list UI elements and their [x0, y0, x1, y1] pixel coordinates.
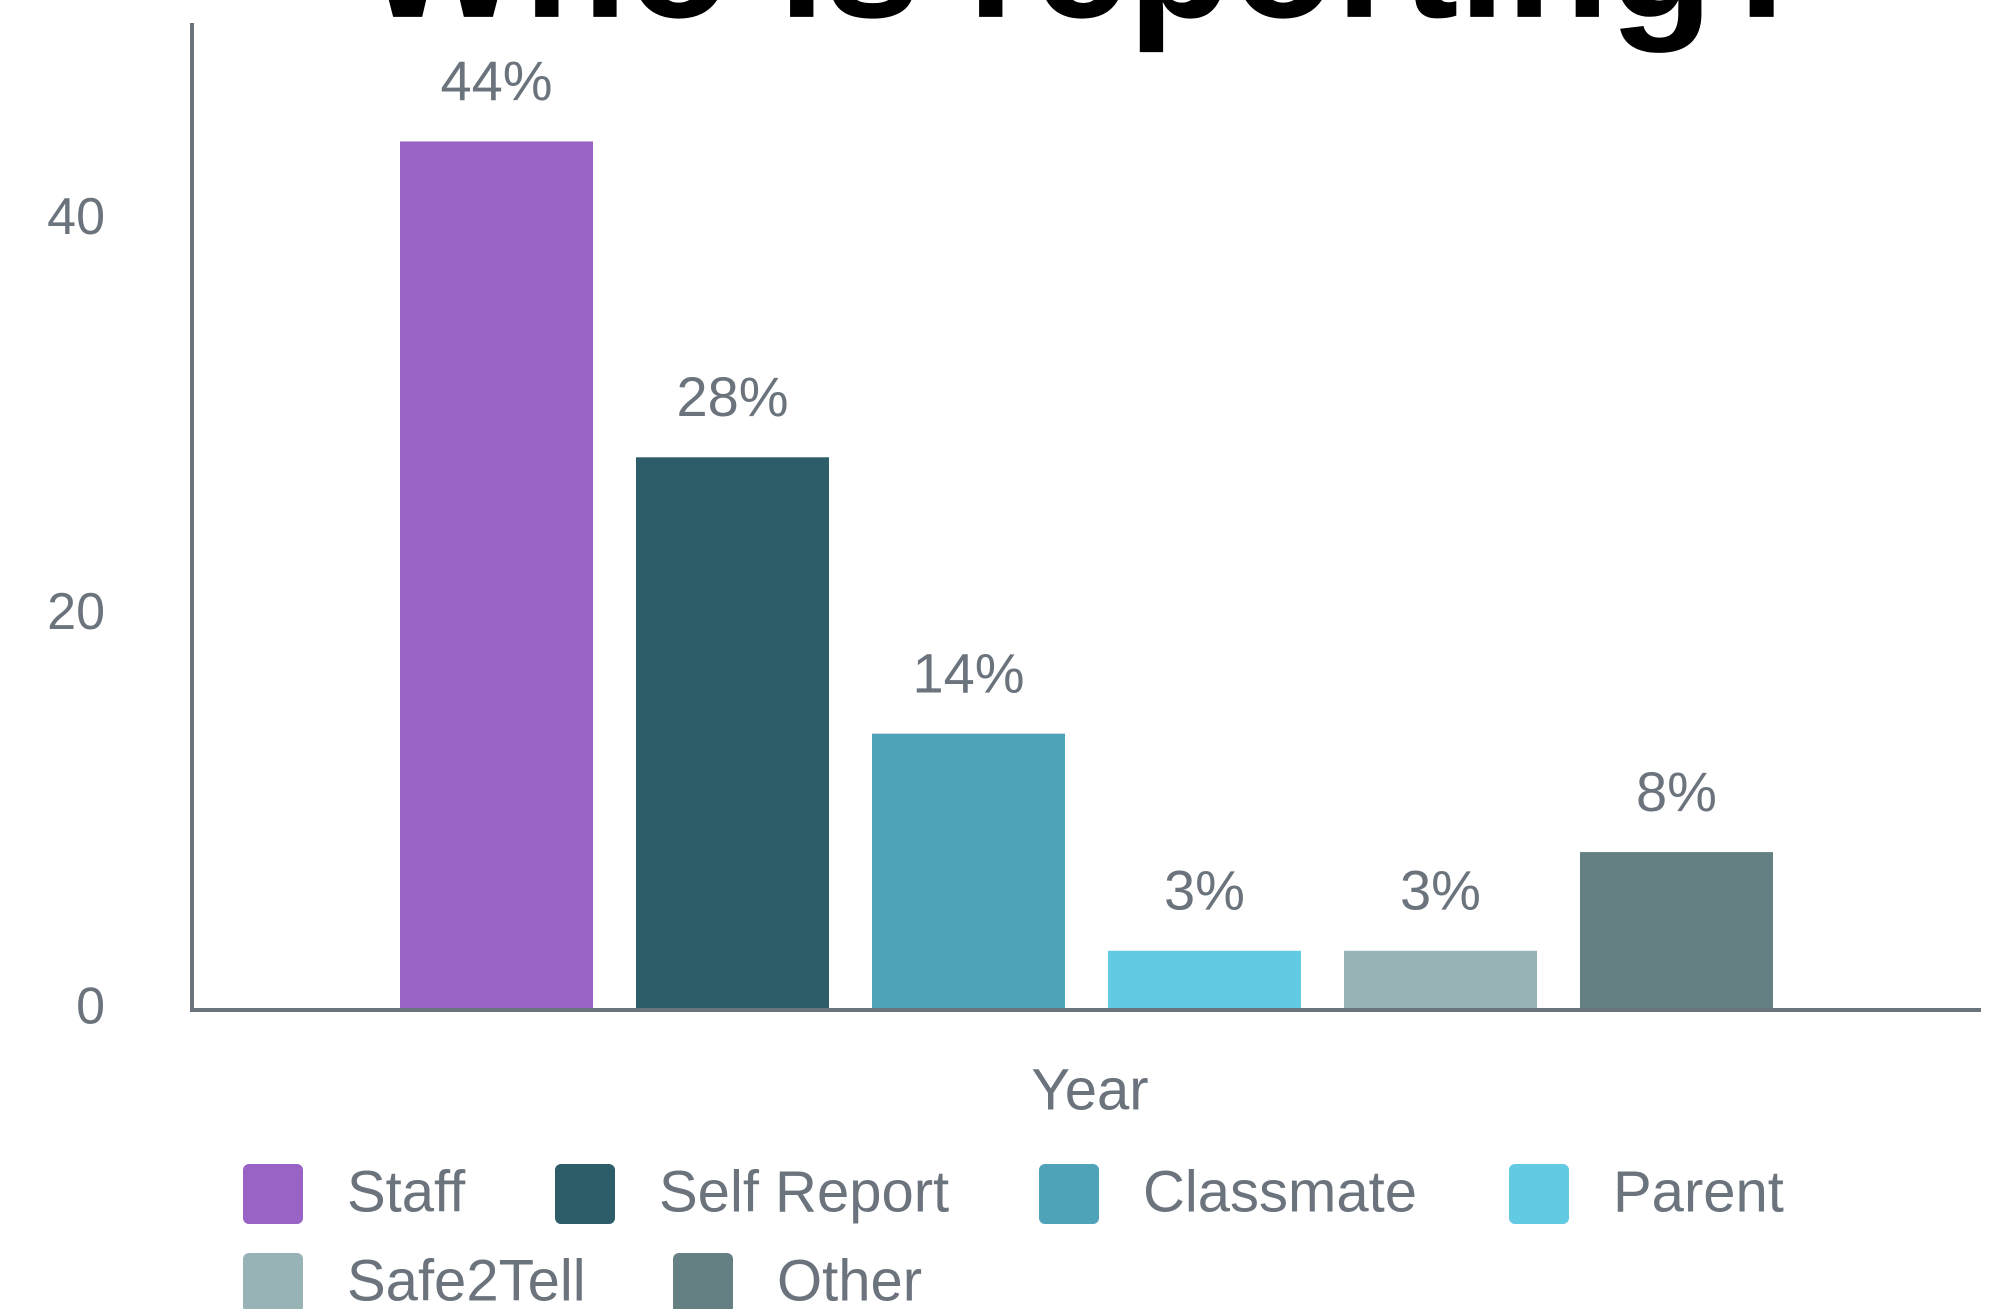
- legend-label: Self Report: [659, 1159, 949, 1224]
- y-tick-label: 0: [76, 978, 105, 1036]
- chart-title: Who is reporting?: [363, 0, 1817, 54]
- legend-swatch: [673, 1253, 733, 1309]
- bar: [1580, 852, 1773, 1010]
- legend-swatch: [555, 1164, 615, 1224]
- bar: [1344, 950, 1537, 1010]
- legend-swatch: [243, 1253, 303, 1309]
- legend-swatch: [1039, 1164, 1099, 1224]
- bar: [872, 733, 1065, 1010]
- value-label: 3%: [1400, 859, 1481, 922]
- value-label: 44%: [440, 49, 552, 112]
- bar: [1108, 950, 1301, 1010]
- legend-label: Staff: [347, 1159, 466, 1224]
- y-tick-label: 20: [47, 583, 105, 641]
- legend-swatch: [243, 1164, 303, 1224]
- value-label: 14%: [912, 641, 1024, 704]
- value-label: 28%: [676, 365, 788, 428]
- bar: [400, 141, 593, 1010]
- legend-label: Classmate: [1143, 1159, 1417, 1224]
- legend-label: Safe2Tell: [347, 1248, 586, 1309]
- legend-label: Other: [777, 1248, 922, 1309]
- value-label: 8%: [1636, 760, 1717, 823]
- value-label: 3%: [1164, 859, 1245, 922]
- x-axis-label: Year: [1031, 1057, 1148, 1122]
- legend-label: Parent: [1613, 1159, 1784, 1224]
- y-tick-label: 40: [47, 188, 105, 246]
- bar: [636, 457, 829, 1010]
- legend-swatch: [1509, 1164, 1569, 1224]
